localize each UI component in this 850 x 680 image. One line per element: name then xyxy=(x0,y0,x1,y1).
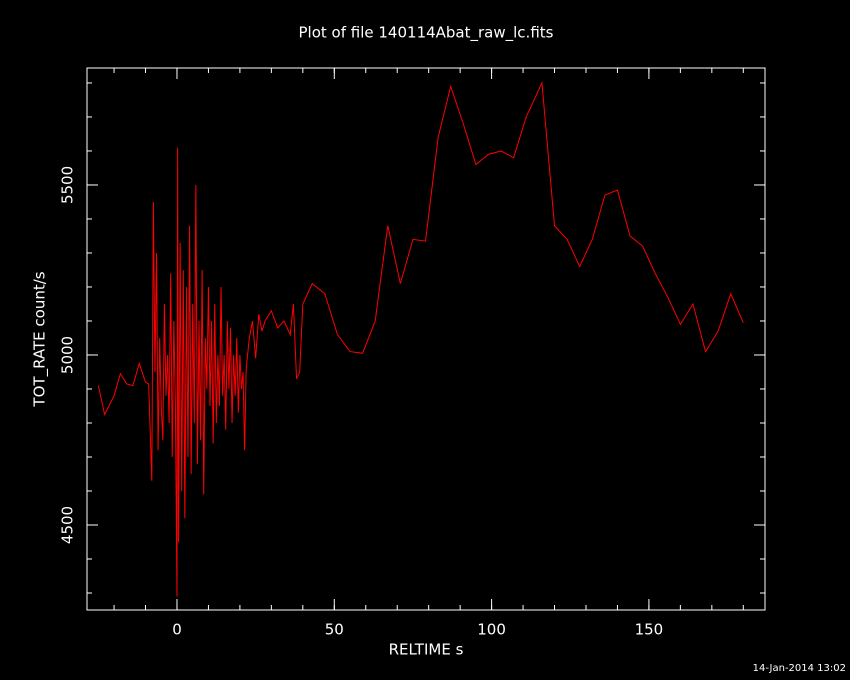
x-tick-label: 150 xyxy=(635,621,664,639)
y-tick-label: 5500 xyxy=(59,166,77,204)
x-axis-label: RELTIME s xyxy=(389,641,464,659)
timestamp: 14-Jan-2014 13:02 xyxy=(753,663,846,674)
plot-frame xyxy=(86,67,766,611)
x-tick-label: 100 xyxy=(477,621,506,639)
chart-title: Plot of file 140114Abat_raw_lc.fits xyxy=(299,24,554,43)
data-line xyxy=(97,81,744,597)
y-axis-label: TOT_RATE count/s xyxy=(31,271,50,407)
y-tick-label: 5000 xyxy=(59,336,77,374)
x-tick-label: 50 xyxy=(325,621,344,639)
x-tick-label: 0 xyxy=(172,621,182,639)
y-tick-label: 4500 xyxy=(59,506,77,544)
